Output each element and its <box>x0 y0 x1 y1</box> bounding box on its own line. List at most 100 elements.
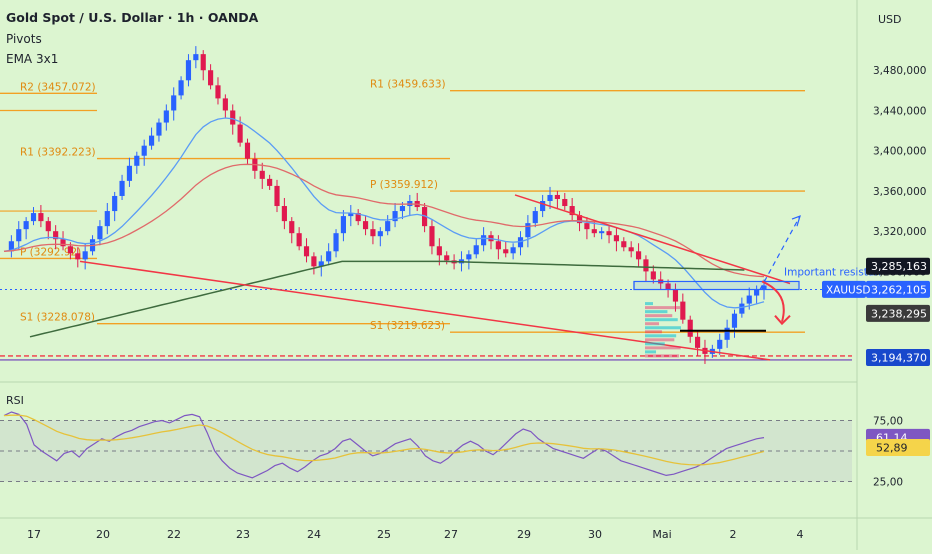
candle-body <box>385 221 391 232</box>
candle-body <box>444 255 450 261</box>
down-arrowhead <box>774 314 791 326</box>
candle-body <box>230 110 236 125</box>
candle-body <box>193 54 199 61</box>
pivot-label: P (3359.912) <box>370 179 438 191</box>
candle-body <box>163 110 169 123</box>
candle-body <box>171 95 177 111</box>
volume-profile-bar <box>645 346 681 350</box>
pivot-label: R1 (3459.633) <box>370 79 446 91</box>
price-label-text: 3,285,163 <box>871 260 927 273</box>
indicator-label-ema[interactable]: EMA 3x1 <box>6 52 59 66</box>
candle-body <box>244 142 251 159</box>
price-label-text: 3,238,295 <box>871 307 927 320</box>
y-tick-label: 3,480,000 <box>873 65 926 77</box>
candle-body <box>134 155 140 166</box>
candle-body <box>554 194 560 199</box>
candle-body <box>67 246 73 254</box>
x-tick-label: 27 <box>444 528 458 541</box>
candle-body <box>303 246 310 257</box>
price-label-bg <box>866 349 930 367</box>
volume-profile-bar <box>645 314 673 318</box>
ema-mid <box>3 163 765 278</box>
pivot-label: P (3292.92) <box>20 246 81 258</box>
candle-body <box>392 211 398 222</box>
annotation-important-resistance: Important resistan <box>784 266 881 278</box>
candle-body <box>473 245 479 255</box>
candle-body <box>495 241 501 250</box>
candle-body <box>259 170 265 179</box>
candle-body <box>75 253 81 260</box>
candle-body <box>60 239 66 247</box>
candle-body <box>525 223 531 238</box>
candle-body <box>724 327 730 340</box>
candle-body <box>289 221 295 234</box>
candle-body <box>215 85 221 99</box>
candle-body <box>576 215 583 224</box>
candle-body <box>237 124 243 143</box>
candle-body <box>643 259 649 272</box>
price-label-bg <box>866 280 930 298</box>
candle-body <box>126 165 133 181</box>
indicator-label-pivots[interactable]: Pivots <box>6 32 42 46</box>
candle-body <box>377 231 383 237</box>
rsi-ma-line <box>3 414 765 466</box>
candle-body <box>185 60 192 81</box>
candle-body <box>45 221 51 232</box>
candle-body <box>399 206 406 212</box>
candle-body <box>311 256 317 267</box>
candle-body <box>23 221 29 230</box>
symbol-tag-bg <box>822 280 866 298</box>
volume-profile-bar <box>645 350 657 354</box>
candle-body <box>731 313 738 328</box>
candle-body <box>628 247 634 252</box>
x-tick-label: 24 <box>307 528 321 541</box>
candle-body <box>326 251 332 262</box>
candle-body <box>591 229 597 234</box>
candle-body <box>200 54 206 71</box>
candle-body <box>606 231 612 236</box>
candle-body <box>156 122 162 136</box>
candle-body <box>599 231 605 234</box>
candle-body <box>436 246 442 256</box>
candle-body <box>540 201 546 212</box>
candle-body <box>635 251 642 260</box>
volume-profile-bar <box>645 334 677 338</box>
trendline-upper <box>514 194 791 285</box>
candle-body <box>53 231 59 240</box>
y-tick-label: 3,440,000 <box>873 105 926 117</box>
volume-profile-bar <box>645 306 680 310</box>
candle-body <box>333 233 339 252</box>
volume-profile-bar <box>645 338 675 342</box>
candle-body <box>141 145 147 156</box>
forecast-path <box>759 215 801 290</box>
chart-title: Gold Spot / U.S. Dollar · 1h · OANDA <box>6 10 259 25</box>
candle-body <box>695 336 701 348</box>
candle-body <box>422 207 428 227</box>
candle-body <box>8 241 14 252</box>
candle-body <box>429 226 435 247</box>
price-label-bg <box>866 304 930 322</box>
candle-body <box>104 211 110 227</box>
candle-body <box>746 295 752 304</box>
currency-label[interactable]: USD <box>878 13 902 26</box>
candle-body <box>97 226 103 240</box>
rsi-title: RSI <box>6 394 24 407</box>
y-tick-label: 3,360,000 <box>873 186 926 198</box>
candle-body <box>318 261 324 267</box>
candle-body <box>510 247 516 254</box>
candle-body <box>362 221 369 230</box>
x-tick-label: 17 <box>27 528 41 541</box>
candle-body <box>532 211 538 224</box>
candle-body <box>370 229 376 237</box>
candle-body <box>584 223 590 230</box>
candle-body <box>178 80 184 96</box>
volume-profile-bar <box>645 302 653 306</box>
rsi-ma-value: 52,89 <box>876 441 908 454</box>
x-tick-label: Mai <box>652 528 671 541</box>
candle-body <box>208 70 214 86</box>
candle-body <box>274 185 280 207</box>
candle-body <box>739 303 745 314</box>
candle-body <box>569 206 575 216</box>
